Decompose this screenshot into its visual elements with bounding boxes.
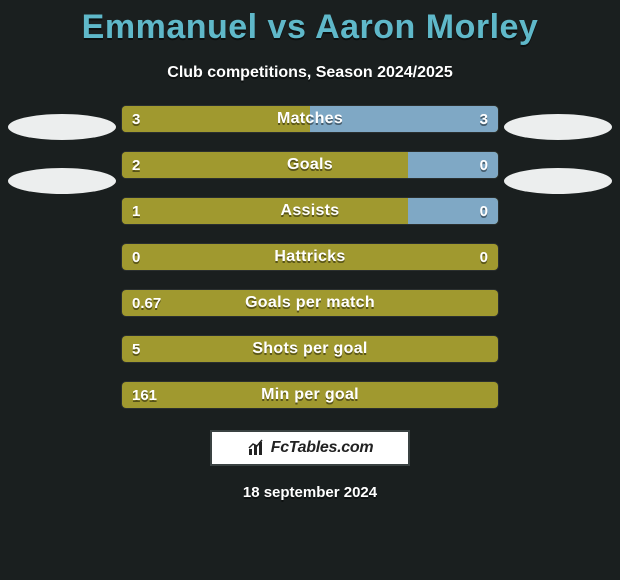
stat-value-left: 161 bbox=[132, 382, 157, 408]
stat-row: 20Goals bbox=[122, 152, 498, 178]
player-right-photos bbox=[500, 106, 620, 214]
stat-row: 10Assists bbox=[122, 198, 498, 224]
player-left-photos bbox=[0, 106, 120, 214]
stat-bars: 33Matches20Goals10Assists00Hattricks0.67… bbox=[120, 106, 500, 408]
stat-value-left: 2 bbox=[132, 152, 140, 178]
stat-row: 0.67Goals per match bbox=[122, 290, 498, 316]
subtitle: Club competitions, Season 2024/2025 bbox=[167, 64, 452, 82]
player-photo-placeholder bbox=[8, 168, 116, 194]
stat-value-right: 3 bbox=[480, 106, 488, 132]
stat-value-left: 0.67 bbox=[132, 290, 161, 316]
player-photo-placeholder bbox=[8, 114, 116, 140]
bar-segment-left bbox=[122, 106, 310, 132]
stat-value-left: 3 bbox=[132, 106, 140, 132]
stat-value-left: 0 bbox=[132, 244, 140, 270]
content-row: 33Matches20Goals10Assists00Hattricks0.67… bbox=[0, 106, 620, 408]
date: 18 september 2024 bbox=[243, 484, 377, 501]
page-title: Emmanuel vs Aaron Morley bbox=[52, 6, 569, 50]
bar-segment-right bbox=[310, 106, 498, 132]
stat-value-right: 0 bbox=[480, 198, 488, 224]
bar-segment-left bbox=[122, 152, 408, 178]
stat-row: 33Matches bbox=[122, 106, 498, 132]
bar-segment-left bbox=[122, 198, 408, 224]
stat-row: 5Shots per goal bbox=[122, 336, 498, 362]
stat-row: 161Min per goal bbox=[122, 382, 498, 408]
player-photo-placeholder bbox=[504, 168, 612, 194]
comparison-infographic: Emmanuel vs Aaron Morley Club competitio… bbox=[0, 0, 620, 580]
stat-value-right: 0 bbox=[480, 244, 488, 270]
stat-value-left: 5 bbox=[132, 336, 140, 362]
chart-icon bbox=[247, 439, 267, 457]
logo-text: FcTables.com bbox=[271, 439, 374, 457]
stat-row: 00Hattricks bbox=[122, 244, 498, 270]
stat-value-left: 1 bbox=[132, 198, 140, 224]
stat-value-right: 0 bbox=[480, 152, 488, 178]
footer-logo: FcTables.com bbox=[210, 430, 410, 466]
player-photo-placeholder bbox=[504, 114, 612, 140]
